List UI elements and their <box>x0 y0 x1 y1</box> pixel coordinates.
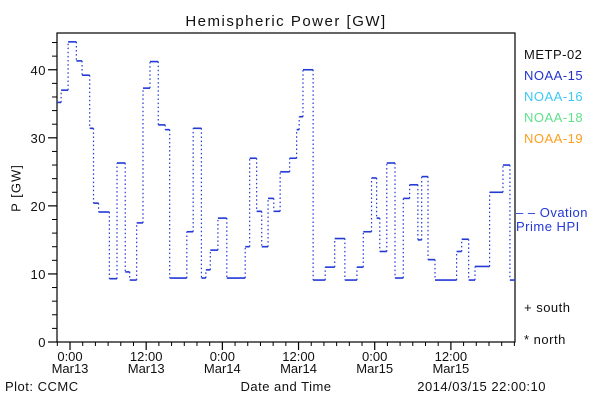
legend-satellite-label: NOAA-19 <box>524 131 584 146</box>
legend-ovation: – – Ovation Prime HPI <box>516 206 588 234</box>
plot-timestamp: 2014/03/15 22:00:10 <box>417 379 546 394</box>
legend-south-marker: + south <box>524 300 571 315</box>
x-tick-date: Mar13 <box>127 361 165 376</box>
y-tick-label: 30 <box>30 130 46 146</box>
legend-north-marker: * north <box>524 332 566 347</box>
x-tick-time: 12:00 <box>129 349 163 364</box>
chart-title: Hemispheric Power [GW] <box>185 13 387 30</box>
y-tick-label: 0 <box>38 335 46 350</box>
ovation-label-line2: Prime HPI <box>516 219 580 234</box>
legend-satellite-label: METP-02 <box>524 47 583 62</box>
x-tick-time: 0:00 <box>209 349 236 364</box>
x-tick-label: 0:00 Mar13 <box>40 349 100 376</box>
x-tick-time: 12:00 <box>434 349 468 364</box>
x-tick-label: 12:00 Mar13 <box>116 349 176 376</box>
x-tick-date: Mar15 <box>432 361 470 376</box>
x-tick-time: 0:00 <box>57 349 83 364</box>
x-tick-date: Mar15 <box>356 361 394 376</box>
x-axis-title: Date and Time <box>240 379 332 394</box>
x-tick-label: 12:00 Mar14 <box>269 349 329 376</box>
x-tick-label: 12:00 Mar15 <box>421 349 481 376</box>
y-tick-label: 20 <box>30 198 46 214</box>
x-tick-time: 12:00 <box>282 349 315 364</box>
y-tick-label: 10 <box>30 266 46 282</box>
legend-satellite-label: NOAA-15 <box>524 68 584 83</box>
ovation-line-marker: – – <box>516 205 536 220</box>
legend-satellite-label: NOAA-16 <box>524 89 584 104</box>
plot-frame <box>56 32 516 343</box>
y-tick-label: 40 <box>30 62 46 78</box>
x-tick-label: 0:00 Mar14 <box>192 349 252 376</box>
plot-credit: Plot: CCMC <box>5 379 79 394</box>
ovation-label-line1: Ovation <box>539 205 589 220</box>
x-tick-date: Mar14 <box>280 361 317 376</box>
x-tick-date: Mar13 <box>51 361 89 376</box>
x-tick-label: 0:00 Mar15 <box>345 349 405 376</box>
x-tick-time: 0:00 <box>362 349 388 364</box>
legend-satellite-label: NOAA-18 <box>524 110 584 125</box>
x-tick-date: Mar14 <box>203 361 241 376</box>
